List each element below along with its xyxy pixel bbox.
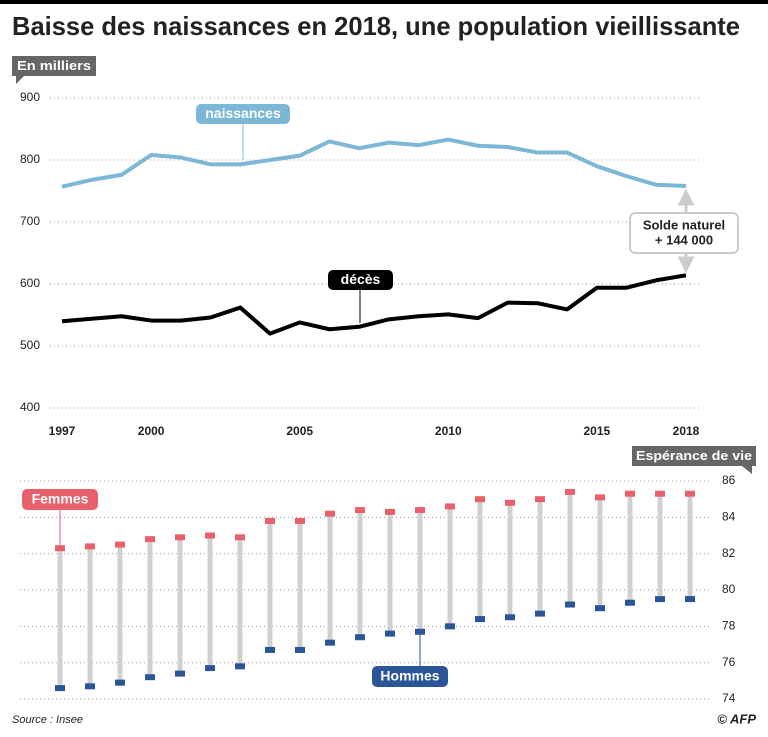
marker xyxy=(475,616,485,623)
line xyxy=(61,273,687,336)
marker xyxy=(145,674,155,681)
x-tick-label: 2005 xyxy=(286,424,313,438)
marker xyxy=(265,646,275,653)
chart-title: Baisse des naissances en 2018, une popul… xyxy=(12,11,740,41)
y-tick-label: 80 xyxy=(722,582,736,596)
marker xyxy=(115,541,125,548)
arrow xyxy=(677,188,695,212)
y-axis-label: En milliers xyxy=(17,58,91,73)
y-label-box xyxy=(632,446,756,466)
marker xyxy=(505,614,515,621)
marker xyxy=(595,605,605,612)
y-tick-label: 900 xyxy=(20,90,40,104)
marker xyxy=(145,536,155,543)
marker xyxy=(475,496,485,503)
top-bar xyxy=(0,0,768,4)
y-tick-label: 86 xyxy=(722,473,736,487)
marker xyxy=(175,534,185,541)
x-tick-label: 1997 xyxy=(49,424,76,438)
marker xyxy=(85,543,95,550)
marker xyxy=(685,490,695,497)
y-tick-label: 600 xyxy=(20,276,40,290)
x-tick-label: 2000 xyxy=(138,424,165,438)
annotation: Solde naturel xyxy=(643,217,725,232)
line xyxy=(61,137,687,189)
y-tick-label: 400 xyxy=(20,400,40,414)
legend-box xyxy=(22,489,98,510)
marker xyxy=(385,508,395,515)
marker xyxy=(535,496,545,503)
y-label-box xyxy=(12,56,96,76)
marker xyxy=(565,488,575,495)
marker xyxy=(535,610,545,617)
marker xyxy=(235,534,245,541)
arrow xyxy=(677,254,695,274)
legend-box xyxy=(372,666,448,687)
marker xyxy=(265,517,275,524)
credit: © AFP xyxy=(717,711,756,726)
marker xyxy=(175,670,185,677)
x-tick-label: 2010 xyxy=(435,424,462,438)
y-tick-label: 78 xyxy=(722,619,736,633)
y-tick-label: 84 xyxy=(722,510,736,524)
marker xyxy=(355,634,365,641)
y-tick-label: 700 xyxy=(20,214,40,228)
legend-box xyxy=(328,270,393,290)
marker xyxy=(55,685,65,692)
y-tick-label: 500 xyxy=(20,338,40,352)
marker xyxy=(625,490,635,497)
marker xyxy=(655,490,665,497)
x-tick-label: 2015 xyxy=(584,424,611,438)
marker xyxy=(325,639,335,646)
marker xyxy=(445,503,455,510)
x-tick-label: 2018 xyxy=(673,424,700,438)
marker xyxy=(625,599,635,606)
marker xyxy=(685,596,695,603)
marker xyxy=(565,601,575,608)
y-axis-label: Espérance de vie xyxy=(636,448,752,463)
marker xyxy=(505,499,515,506)
y-tick-label: 74 xyxy=(722,691,736,705)
legend-label: décès xyxy=(341,271,381,287)
marker xyxy=(415,628,425,635)
legend-label: Hommes xyxy=(380,668,439,684)
y-tick-label: 76 xyxy=(722,655,736,669)
source: Source : Insee xyxy=(12,714,83,726)
marker xyxy=(85,683,95,690)
marker xyxy=(295,517,305,524)
y-label-pointer xyxy=(742,466,752,474)
marker xyxy=(445,623,455,630)
annotation: + 144 000 xyxy=(655,232,713,247)
y-label-pointer xyxy=(16,76,24,84)
marker xyxy=(655,596,665,603)
marker xyxy=(205,665,215,672)
marker xyxy=(55,545,65,552)
marker xyxy=(355,507,365,514)
y-tick-label: 800 xyxy=(20,152,40,166)
marker xyxy=(295,646,305,653)
legend-label: naissances xyxy=(205,105,281,121)
marker xyxy=(115,679,125,686)
marker xyxy=(325,510,335,517)
legend-label: Femmes xyxy=(32,491,89,507)
annotation-box xyxy=(629,212,739,254)
marker xyxy=(385,630,395,637)
marker xyxy=(415,507,425,514)
marker xyxy=(595,494,605,501)
y-tick-label: 82 xyxy=(722,546,736,560)
marker xyxy=(205,532,215,539)
marker xyxy=(235,663,245,670)
legend-box xyxy=(196,104,290,124)
